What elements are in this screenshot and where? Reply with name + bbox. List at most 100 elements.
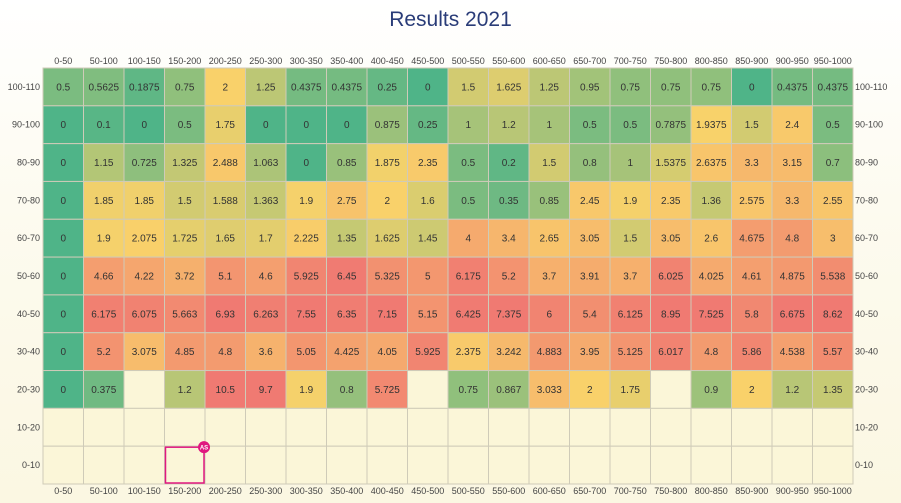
heatmap-cell[interactable] bbox=[609, 143, 651, 182]
heatmap-cell[interactable] bbox=[569, 67, 611, 107]
heatmap-cell[interactable] bbox=[771, 407, 813, 447]
heatmap-cell[interactable] bbox=[407, 370, 449, 409]
heatmap-cell[interactable] bbox=[285, 67, 327, 107]
heatmap-cell[interactable] bbox=[528, 143, 570, 182]
heatmap-cell[interactable] bbox=[326, 445, 368, 485]
heatmap-cell[interactable] bbox=[488, 332, 530, 372]
heatmap-cell[interactable] bbox=[326, 370, 368, 409]
heatmap-cell[interactable] bbox=[366, 332, 408, 372]
heatmap-cell[interactable] bbox=[447, 105, 489, 145]
heatmap-cell[interactable] bbox=[285, 294, 327, 334]
heatmap-cell[interactable] bbox=[569, 332, 611, 372]
heatmap-cell[interactable] bbox=[366, 370, 408, 409]
heatmap-cell[interactable] bbox=[650, 294, 692, 334]
heatmap-cell[interactable] bbox=[690, 445, 732, 485]
selection-layer[interactable]: AS bbox=[164, 441, 211, 484]
heatmap-cell[interactable] bbox=[407, 445, 449, 485]
heatmap-cell[interactable] bbox=[609, 332, 651, 372]
heatmap-cell[interactable] bbox=[326, 407, 368, 447]
heatmap-cell[interactable] bbox=[569, 370, 611, 409]
heatmap-cell[interactable] bbox=[366, 180, 408, 220]
heatmap-cell[interactable] bbox=[771, 256, 813, 296]
heatmap-cell[interactable] bbox=[164, 445, 206, 485]
heatmap-cell[interactable] bbox=[326, 294, 368, 334]
heatmap-cell[interactable] bbox=[447, 445, 489, 485]
heatmap-cell[interactable] bbox=[164, 105, 206, 145]
heatmap-cell[interactable] bbox=[812, 370, 854, 409]
heatmap-cell[interactable] bbox=[204, 105, 246, 145]
heatmap-cell[interactable] bbox=[366, 105, 408, 145]
heatmap-cell[interactable] bbox=[164, 180, 206, 220]
heatmap-cell[interactable] bbox=[164, 407, 206, 447]
heatmap-cell[interactable] bbox=[569, 294, 611, 334]
heatmap-cell[interactable] bbox=[528, 105, 570, 145]
heatmap-cell[interactable] bbox=[366, 294, 408, 334]
heatmap-cell[interactable] bbox=[204, 218, 246, 258]
heatmap-cell[interactable] bbox=[326, 105, 368, 145]
heatmap-cell[interactable] bbox=[488, 445, 530, 485]
heatmap-cell[interactable] bbox=[731, 105, 773, 145]
heatmap-cell[interactable] bbox=[488, 294, 530, 334]
heatmap-cell[interactable] bbox=[650, 105, 692, 145]
heatmap-cell[interactable] bbox=[609, 67, 651, 107]
heatmap-cell[interactable] bbox=[366, 218, 408, 258]
heatmap-cell[interactable] bbox=[245, 445, 287, 485]
heatmap-cell[interactable] bbox=[245, 143, 287, 182]
heatmap-cell[interactable] bbox=[245, 407, 287, 447]
heatmap-cell[interactable] bbox=[812, 407, 854, 447]
heatmap-cell[interactable] bbox=[812, 67, 854, 107]
heatmap-cell[interactable] bbox=[528, 332, 570, 372]
heatmap-cell[interactable] bbox=[83, 445, 125, 485]
heatmap-cell[interactable] bbox=[447, 143, 489, 182]
heatmap-cell[interactable] bbox=[771, 370, 813, 409]
heatmap-cell[interactable] bbox=[690, 332, 732, 372]
heatmap-cell[interactable] bbox=[569, 445, 611, 485]
heatmap-cell[interactable] bbox=[447, 407, 489, 447]
heatmap-cell[interactable] bbox=[771, 143, 813, 182]
heatmap-cell[interactable] bbox=[447, 67, 489, 107]
heatmap-cell[interactable] bbox=[771, 445, 813, 485]
heatmap-cell[interactable] bbox=[812, 332, 854, 372]
heatmap-cell[interactable] bbox=[245, 332, 287, 372]
heatmap-cell[interactable] bbox=[609, 180, 651, 220]
heatmap-cell[interactable] bbox=[164, 294, 206, 334]
heatmap-cell[interactable] bbox=[83, 407, 125, 447]
heatmap-cell[interactable] bbox=[366, 445, 408, 485]
heatmap-cell[interactable] bbox=[42, 407, 84, 447]
heatmap-cell[interactable] bbox=[326, 143, 368, 182]
heatmap-cell[interactable] bbox=[407, 407, 449, 447]
heatmap-cell[interactable] bbox=[569, 105, 611, 145]
heatmap-cell[interactable] bbox=[812, 218, 854, 258]
heatmap-cell[interactable] bbox=[285, 445, 327, 485]
heatmap-cell[interactable] bbox=[285, 332, 327, 372]
selected-cell-outline[interactable] bbox=[164, 446, 205, 484]
heatmap-cell[interactable] bbox=[447, 256, 489, 296]
heatmap-cell[interactable] bbox=[83, 143, 125, 182]
heatmap-cell[interactable] bbox=[771, 105, 813, 145]
heatmap-cell[interactable] bbox=[528, 180, 570, 220]
heatmap-cell[interactable] bbox=[407, 143, 449, 182]
heatmap-cell[interactable] bbox=[650, 256, 692, 296]
heatmap-cell[interactable] bbox=[569, 407, 611, 447]
heatmap-cell[interactable] bbox=[42, 445, 84, 485]
heatmap-cell[interactable] bbox=[326, 256, 368, 296]
heatmap-cell[interactable] bbox=[690, 180, 732, 220]
heatmap-cell[interactable] bbox=[609, 370, 651, 409]
heatmap-cell[interactable] bbox=[123, 445, 165, 485]
heatmap-cell[interactable] bbox=[690, 105, 732, 145]
heatmap-cell[interactable] bbox=[690, 218, 732, 258]
heatmap-cell[interactable] bbox=[123, 370, 165, 409]
heatmap-cell[interactable] bbox=[812, 445, 854, 485]
heatmap-cell[interactable] bbox=[690, 370, 732, 409]
heatmap-cell[interactable] bbox=[83, 180, 125, 220]
heatmap-cell[interactable] bbox=[731, 407, 773, 447]
heatmap-cell[interactable] bbox=[771, 294, 813, 334]
heatmap-cell[interactable] bbox=[83, 370, 125, 409]
heatmap-cell[interactable] bbox=[569, 143, 611, 182]
heatmap-cell[interactable] bbox=[285, 180, 327, 220]
heatmap-cell[interactable] bbox=[285, 370, 327, 409]
heatmap-cell[interactable] bbox=[447, 294, 489, 334]
heatmap-cell[interactable] bbox=[488, 105, 530, 145]
heatmap-cell[interactable] bbox=[245, 67, 287, 107]
heatmap-cell[interactable] bbox=[528, 256, 570, 296]
